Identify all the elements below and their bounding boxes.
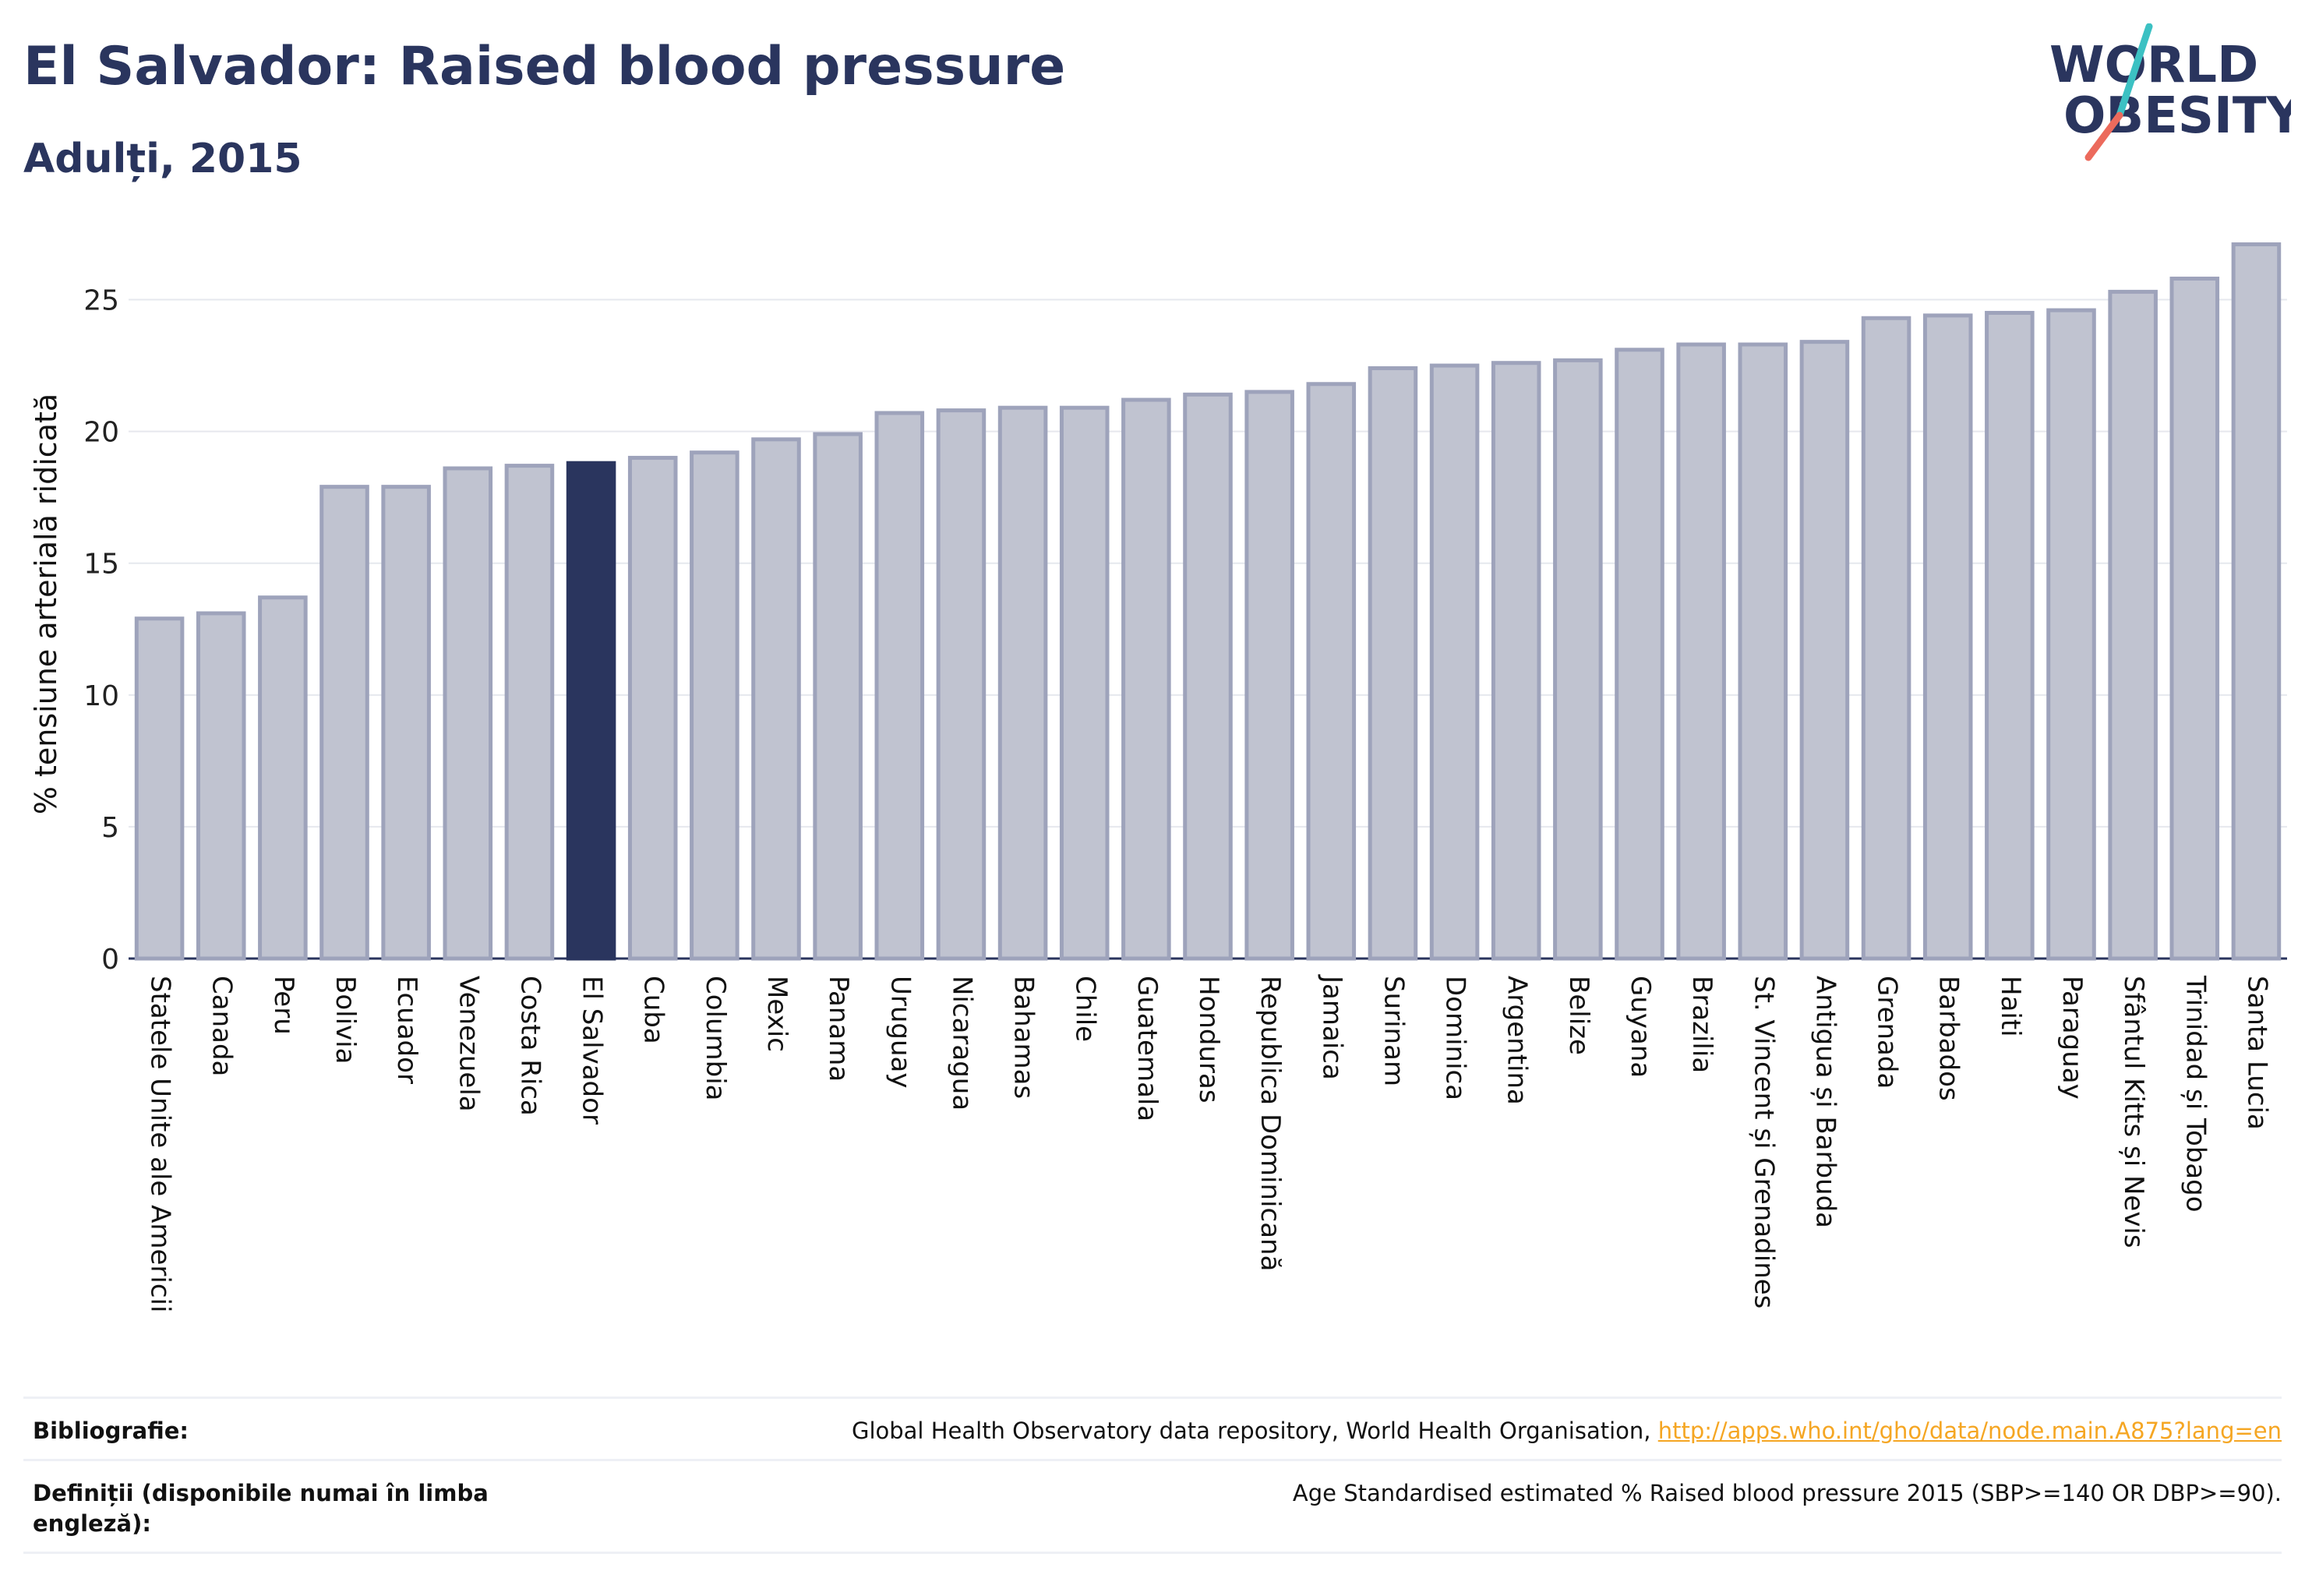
x-tick-label: Santa Lucia: [2241, 976, 2272, 1130]
bibliography-label: Bibliografie:: [33, 1418, 189, 1444]
bar: [1676, 342, 1726, 961]
x-tick-label: Costa Rica: [514, 976, 545, 1116]
world-obesity-logo: WORLD OBESITY: [2026, 23, 2291, 171]
y-tick-label: 20: [83, 417, 119, 449]
logo-slash-coral: [2084, 111, 2123, 161]
bar: [936, 408, 987, 961]
y-tick-label: 0: [101, 944, 119, 976]
x-tick-label: Cuba: [638, 976, 669, 1044]
bar: [1922, 313, 1973, 961]
y-tick-label: 15: [83, 549, 119, 581]
bar: [690, 450, 740, 961]
bar: [997, 405, 1048, 961]
logo-slash-teal: [2116, 23, 2153, 119]
bar: [319, 485, 369, 961]
definitions-text: Age Standardised estimated % Raised bloo…: [1292, 1480, 2282, 1507]
x-tick-label: Paraguay: [2056, 976, 2088, 1100]
definitions-label: Definiții (disponibile numai în limba en…: [33, 1480, 489, 1538]
bar: [2046, 308, 2096, 961]
bar: [1368, 365, 1418, 961]
x-tick-label: Jamaica: [1316, 974, 1347, 1080]
bar-chart-svg: 0 5 10 15 20 25 % tensiune arterială ridicată S…: [29, 242, 2287, 1312]
logo-line1: WORLD: [2049, 37, 2258, 94]
bar: [813, 432, 863, 961]
x-tick-label: Haiti: [1995, 976, 2026, 1037]
bar: [874, 411, 925, 961]
x-tick-label: Argentina: [1502, 976, 1533, 1105]
x-tick-label: Canada: [206, 976, 238, 1076]
x-tick-label: Sfântul Kitts și Nevis: [2118, 976, 2149, 1248]
bibliography-link[interactable]: http://apps.who.int/gho/data/node.main.A…: [1657, 1418, 2282, 1444]
bar: [1799, 340, 1850, 961]
x-tick-label: Bahamas: [1008, 976, 1040, 1099]
x-tick-label: Nicaragua: [946, 976, 977, 1110]
bar-chart: 0 5 10 15 20 25 % tensiune arterială ridicată S…: [29, 242, 2287, 1312]
bibliography-value: Global Health Observatory data repositor…: [852, 1416, 2282, 1446]
x-tick-label: El Salvador: [577, 976, 608, 1125]
x-tick-label: Guatemala: [1131, 976, 1163, 1121]
footer: Bibliografie: Global Health Observatory …: [23, 1396, 2282, 1555]
x-tick-label: Mexic: [761, 976, 792, 1052]
x-tick-label: Surinam: [1378, 976, 1409, 1086]
bar: [1183, 392, 1233, 961]
x-tick-label: Barbados: [1933, 976, 1964, 1101]
x-tick-label: Ecuador: [391, 976, 422, 1084]
logo-graphic: WORLD OBESITY: [2049, 23, 2291, 161]
x-tick-label: Antigua și Barbuda: [1809, 976, 1841, 1228]
x-tick-label: St. Vincent și Grenadines: [1748, 976, 1779, 1308]
x-tick-label: Columbia: [700, 976, 731, 1101]
bar: [196, 611, 246, 961]
definitions-row: Definiții (disponibile numai în limba en…: [23, 1459, 2282, 1555]
x-tick-label: Belize: [1563, 976, 1594, 1055]
y-tick-label: 25: [83, 285, 119, 317]
bar: [1738, 342, 1788, 961]
bar: [566, 461, 616, 961]
bar: [504, 464, 555, 961]
bar: [2231, 242, 2282, 961]
x-tick-label: Republica Dominicană: [1255, 976, 1286, 1271]
bar: [443, 466, 493, 961]
chart-subtitle: Adulți, 2015: [23, 136, 302, 182]
x-tick-label: Trinidad și Tobago: [2180, 975, 2211, 1213]
bar: [1121, 397, 1171, 961]
x-tick-label: Guyana: [1625, 976, 1656, 1078]
bar: [381, 485, 431, 961]
x-tick-label: Venezuela: [453, 976, 484, 1112]
bibliography-text: Global Health Observatory data repositor…: [851, 1418, 1651, 1444]
bar: [627, 455, 678, 961]
bar: [1491, 361, 1541, 961]
bar: [1615, 348, 1664, 961]
bar: [1244, 390, 1294, 961]
bar: [1059, 405, 1110, 961]
bar: [258, 595, 308, 961]
bar: [1985, 310, 2035, 961]
y-tick-label: 5: [101, 812, 119, 844]
bar: [134, 616, 185, 961]
x-tick-label: Panama: [823, 976, 854, 1082]
x-tick-label: Dominica: [1440, 976, 1471, 1100]
bar: [1306, 382, 1357, 961]
x-tick-label: Chile: [1070, 976, 1101, 1042]
bar: [751, 437, 801, 961]
x-tick-label: Uruguay: [884, 976, 916, 1089]
bar: [1861, 316, 1911, 961]
x-tick-label: Bolivia: [330, 976, 361, 1064]
x-tick-label: Peru: [268, 976, 299, 1035]
bar: [2169, 276, 2220, 961]
x-tick-label: Statele Unite ale Americii: [145, 976, 176, 1312]
y-tick-label: 10: [83, 680, 119, 712]
bibliography-row: Bibliografie: Global Health Observatory …: [23, 1396, 2282, 1459]
bar: [2108, 289, 2158, 961]
chart-title: El Salvador: Raised blood pressure: [23, 36, 1066, 97]
y-axis-label: % tensiune arterială ridicată: [29, 394, 63, 814]
bar: [1553, 358, 1603, 961]
x-tick-label: Brazilia: [1686, 976, 1717, 1073]
x-tick-label: Honduras: [1193, 976, 1224, 1103]
bar: [1429, 363, 1480, 961]
x-tick-label: Grenada: [1872, 976, 1903, 1089]
